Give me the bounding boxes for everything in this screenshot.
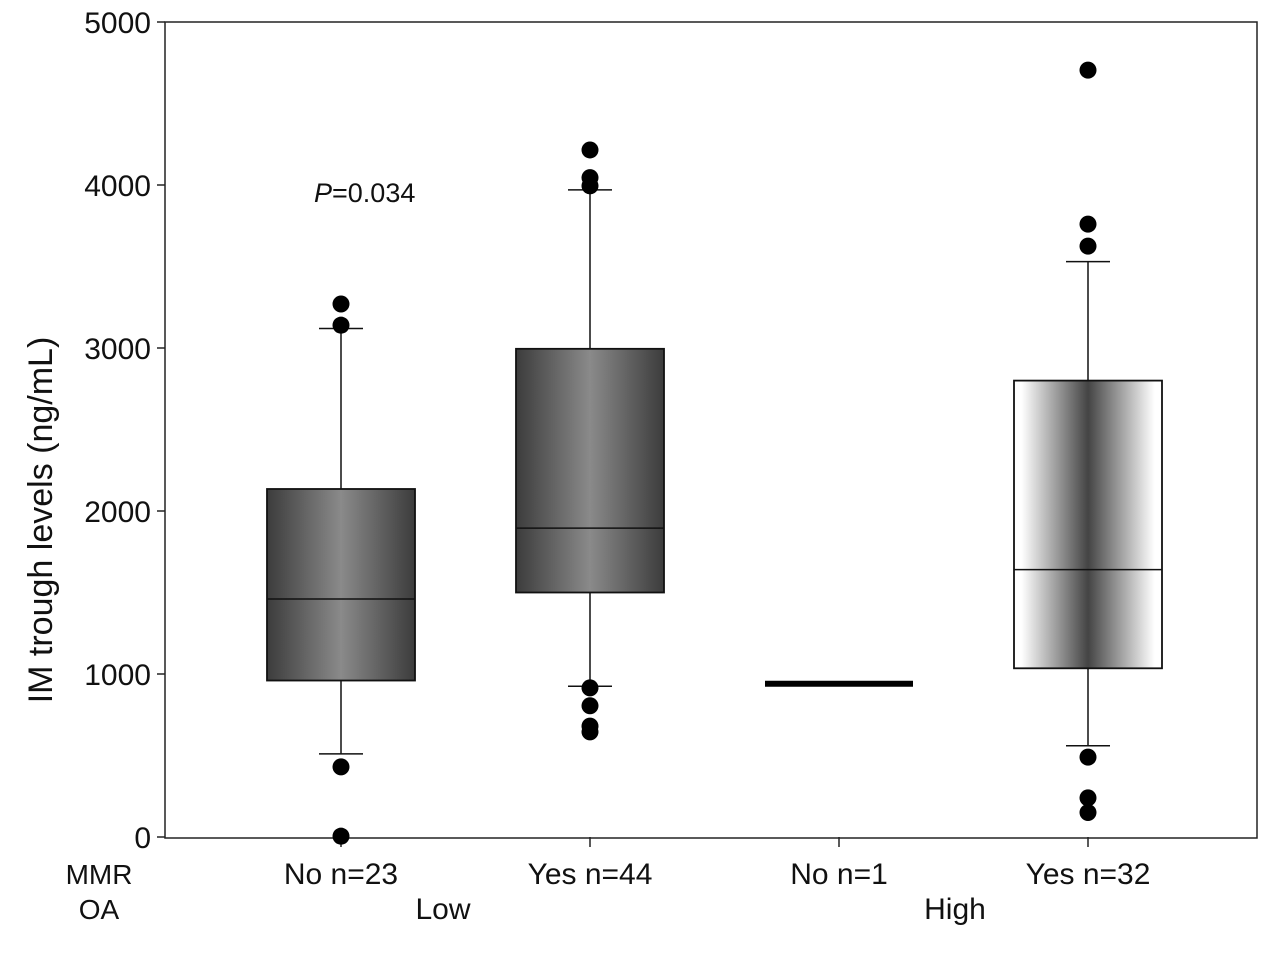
y-tick-label: 1000 bbox=[84, 659, 151, 692]
row-label-mmr: MMR bbox=[66, 859, 133, 890]
outlier-point bbox=[1079, 237, 1097, 255]
outlier-point bbox=[1079, 804, 1097, 822]
box-iqr bbox=[266, 488, 416, 682]
outlier-point bbox=[332, 295, 350, 313]
outlier-point bbox=[1079, 61, 1097, 79]
box-1 bbox=[515, 141, 665, 741]
y-axis-label: IM trough levels (ng/mL) bbox=[22, 337, 60, 704]
boxes bbox=[266, 61, 1163, 845]
outlier-point bbox=[581, 141, 599, 159]
outlier-point bbox=[332, 758, 350, 776]
group-label-high: High bbox=[924, 893, 986, 926]
box-iqr bbox=[1013, 379, 1163, 670]
outlier-point bbox=[581, 679, 599, 697]
y-axis: 0 1000 2000 3000 4000 5000 bbox=[84, 7, 165, 855]
plot-frame bbox=[164, 21, 1258, 839]
box-iqr bbox=[515, 347, 665, 594]
x-tick-label: No n=1 bbox=[790, 858, 888, 891]
y-tick-label: 3000 bbox=[84, 333, 151, 366]
outlier-point bbox=[332, 316, 350, 334]
outlier-point bbox=[332, 827, 350, 845]
y-tick-label: 0 bbox=[134, 822, 151, 855]
y-tick-label: 5000 bbox=[84, 7, 151, 40]
box-0 bbox=[266, 295, 416, 845]
row-label-oa: OA bbox=[79, 894, 120, 925]
outlier-point bbox=[1079, 215, 1097, 233]
outlier-point bbox=[1079, 748, 1097, 766]
p-value-annotation: P=0.034 bbox=[314, 178, 415, 208]
group-label-low: Low bbox=[415, 893, 470, 926]
x-tick-label: Yes n=32 bbox=[1026, 858, 1151, 891]
outlier-point bbox=[581, 697, 599, 715]
y-tick-label: 2000 bbox=[84, 496, 151, 529]
x-tick-label: Yes n=44 bbox=[528, 858, 653, 891]
y-tick-label: 4000 bbox=[84, 170, 151, 203]
outlier-point bbox=[581, 177, 599, 195]
outlier-point bbox=[1079, 789, 1097, 807]
x-axis: No n=23 Yes n=44 No n=1 Yes n=32 bbox=[284, 837, 1151, 891]
outlier-point bbox=[581, 723, 599, 741]
box-3 bbox=[1013, 61, 1163, 822]
x-tick-label: No n=23 bbox=[284, 858, 398, 891]
